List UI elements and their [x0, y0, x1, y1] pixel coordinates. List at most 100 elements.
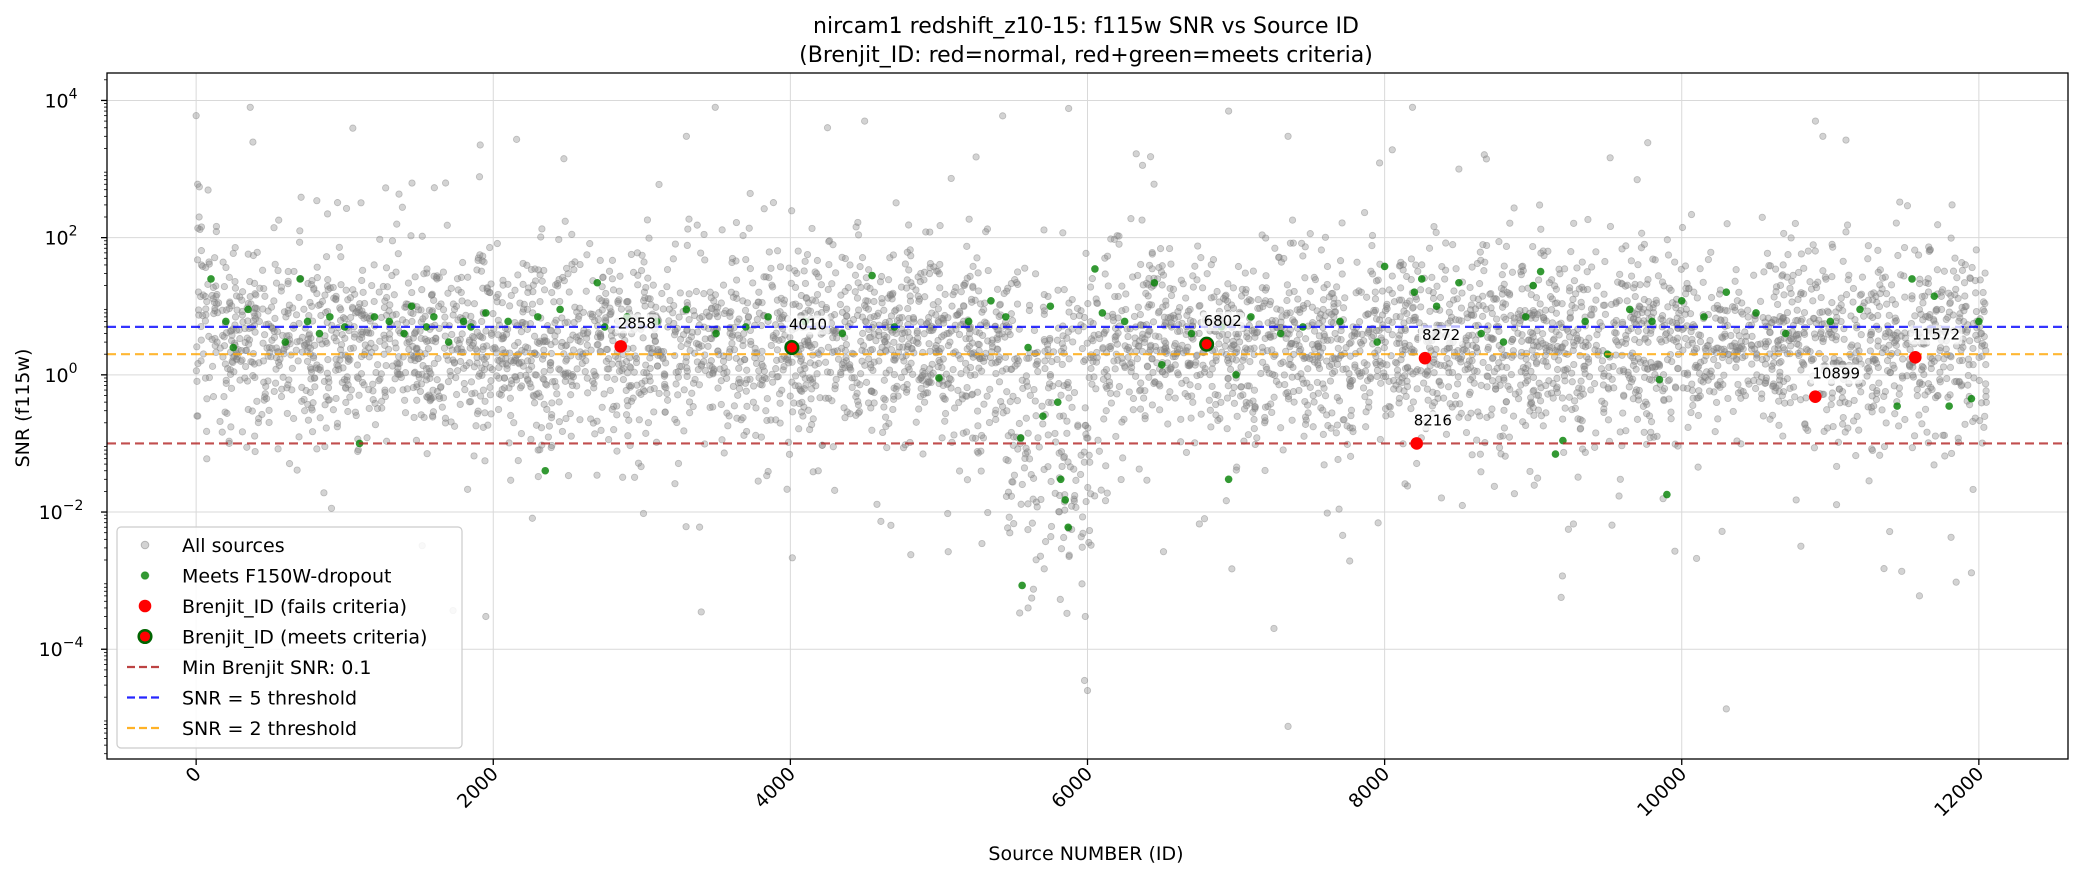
source-point	[1376, 160, 1382, 166]
source-point	[1077, 471, 1083, 477]
source-point	[577, 261, 583, 267]
source-point	[295, 358, 301, 364]
source-point	[1056, 508, 1062, 514]
source-point	[1050, 383, 1056, 389]
source-point	[1588, 306, 1594, 312]
source-point	[1258, 370, 1264, 376]
source-point	[729, 333, 735, 339]
source-point	[1332, 330, 1338, 336]
source-point	[1083, 431, 1089, 437]
source-point	[858, 284, 864, 290]
source-point	[1638, 230, 1644, 236]
source-point	[1437, 294, 1443, 300]
source-point	[933, 312, 939, 318]
source-point	[1085, 300, 1091, 306]
source-point	[1858, 389, 1864, 395]
source-point	[1069, 404, 1075, 410]
source-point	[1356, 319, 1362, 325]
source-point	[1305, 366, 1311, 372]
source-point	[833, 376, 839, 382]
source-point	[1752, 385, 1758, 391]
source-point	[525, 289, 531, 295]
source-point	[1061, 286, 1067, 292]
source-point	[260, 358, 266, 364]
source-point	[603, 290, 609, 296]
source-point	[1026, 302, 1032, 308]
source-point	[1088, 542, 1094, 548]
source-point	[708, 305, 714, 311]
source-point	[298, 194, 304, 200]
source-point	[979, 332, 985, 338]
source-point	[1645, 140, 1651, 146]
source-point	[1483, 242, 1489, 248]
source-point	[981, 401, 987, 407]
source-point	[228, 424, 234, 430]
source-point	[333, 395, 339, 401]
source-point	[1752, 316, 1758, 322]
source-point	[239, 429, 245, 435]
source-point	[1924, 429, 1930, 435]
source-point	[1289, 417, 1295, 423]
source-point	[1242, 270, 1248, 276]
source-point	[1196, 303, 1202, 309]
source-point	[1135, 304, 1141, 310]
source-point	[1771, 294, 1777, 300]
source-point	[674, 419, 680, 425]
source-point	[1143, 290, 1149, 296]
source-point	[1317, 311, 1323, 317]
source-point	[1857, 292, 1863, 298]
source-point	[1682, 263, 1688, 269]
source-point	[194, 344, 200, 350]
source-point	[262, 391, 268, 397]
source-point	[945, 549, 951, 555]
source-point	[815, 468, 821, 474]
source-point	[334, 362, 340, 368]
source-point	[1779, 392, 1785, 398]
source-point	[970, 283, 976, 289]
source-point	[1875, 338, 1881, 344]
source-point	[1824, 407, 1830, 413]
source-point	[1780, 433, 1786, 439]
source-point	[1008, 366, 1014, 372]
source-point	[851, 375, 857, 381]
source-point	[1241, 406, 1247, 412]
source-point	[1789, 278, 1795, 284]
source-point	[957, 356, 963, 362]
source-point	[1321, 284, 1327, 290]
source-point	[279, 332, 285, 338]
source-point	[1324, 337, 1330, 343]
source-point	[1897, 272, 1903, 278]
source-point	[1125, 333, 1131, 339]
source-point	[584, 375, 590, 381]
source-point	[376, 289, 382, 295]
source-point	[1607, 223, 1613, 229]
source-point	[822, 359, 828, 365]
source-point	[942, 291, 948, 297]
source-point	[393, 345, 399, 351]
source-point	[1333, 430, 1339, 436]
source-point	[614, 448, 620, 454]
source-point	[1365, 404, 1371, 410]
source-point	[1689, 387, 1695, 393]
source-point	[269, 337, 275, 343]
source-point	[1638, 245, 1644, 251]
source-point	[686, 337, 692, 343]
source-point	[1524, 373, 1530, 379]
source-point	[1033, 499, 1039, 505]
source-point	[1971, 375, 1977, 381]
source-point	[1873, 396, 1879, 402]
source-point	[1190, 273, 1196, 279]
source-point	[1463, 335, 1469, 341]
source-point	[261, 331, 267, 337]
source-point	[1801, 362, 1807, 368]
source-point	[1250, 268, 1256, 274]
source-point	[549, 400, 555, 406]
source-point	[587, 240, 593, 246]
source-point	[1820, 336, 1826, 342]
source-point	[1502, 453, 1508, 459]
source-point	[389, 387, 395, 393]
source-point	[1578, 378, 1584, 384]
source-point	[942, 418, 948, 424]
source-point	[631, 474, 637, 480]
source-point	[349, 304, 355, 310]
